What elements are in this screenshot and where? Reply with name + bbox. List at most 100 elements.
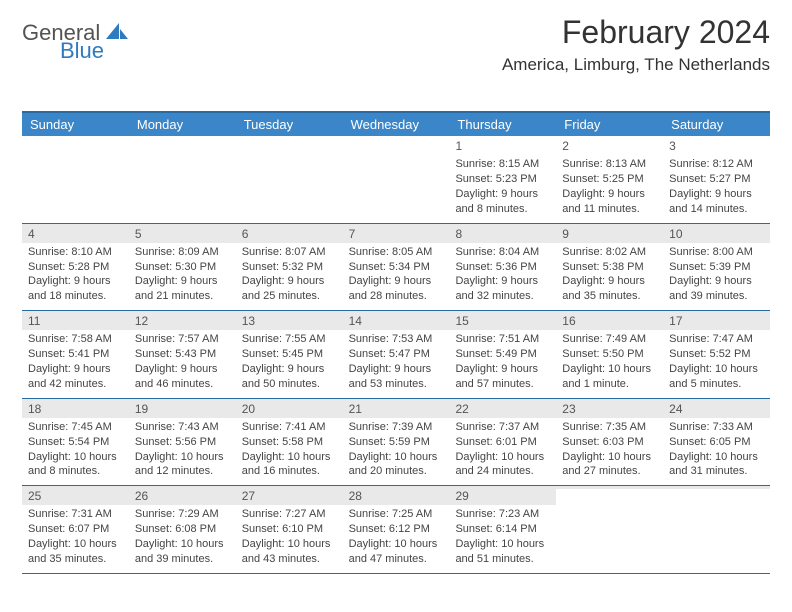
sunrise-text: Sunrise: 7:51 AM — [455, 332, 550, 347]
dayhead-fri: Friday — [556, 113, 663, 136]
daylight-text-1: Daylight: 9 hours — [455, 187, 550, 202]
daylight-text-2: and 1 minute. — [562, 377, 657, 392]
day-number: 16 — [556, 311, 663, 330]
day-cell: 5Sunrise: 8:09 AMSunset: 5:30 PMDaylight… — [129, 224, 236, 311]
sunrise-text: Sunrise: 8:04 AM — [455, 245, 550, 260]
daylight-text-1: Daylight: 10 hours — [669, 450, 764, 465]
day-number: 19 — [129, 399, 236, 418]
day-cell: 20Sunrise: 7:41 AMSunset: 5:58 PMDayligh… — [236, 399, 343, 486]
day-cell: 16Sunrise: 7:49 AMSunset: 5:50 PMDayligh… — [556, 311, 663, 398]
daylight-text-1: Daylight: 10 hours — [135, 450, 230, 465]
day-cell — [343, 136, 450, 223]
day-number: 6 — [236, 224, 343, 243]
daylight-text-1: Daylight: 9 hours — [669, 274, 764, 289]
day-number — [22, 136, 129, 139]
day-cell: 3Sunrise: 8:12 AMSunset: 5:27 PMDaylight… — [663, 136, 770, 223]
sunset-text: Sunset: 6:03 PM — [562, 435, 657, 450]
sunrise-text: Sunrise: 7:35 AM — [562, 420, 657, 435]
sunset-text: Sunset: 5:28 PM — [28, 260, 123, 275]
day-number: 21 — [343, 399, 450, 418]
daylight-text-1: Daylight: 9 hours — [28, 362, 123, 377]
day-cell: 11Sunrise: 7:58 AMSunset: 5:41 PMDayligh… — [22, 311, 129, 398]
daylight-text-1: Daylight: 10 hours — [135, 537, 230, 552]
sunrise-text: Sunrise: 8:10 AM — [28, 245, 123, 260]
daylight-text-1: Daylight: 10 hours — [242, 450, 337, 465]
month-title: February 2024 — [502, 14, 770, 51]
sunrise-text: Sunrise: 7:43 AM — [135, 420, 230, 435]
week-row: 25Sunrise: 7:31 AMSunset: 6:07 PMDayligh… — [22, 486, 770, 574]
day-number — [343, 136, 450, 139]
sunset-text: Sunset: 5:49 PM — [455, 347, 550, 362]
daylight-text-2: and 39 minutes. — [669, 289, 764, 304]
daylight-text-2: and 8 minutes. — [455, 202, 550, 217]
daylight-text-1: Daylight: 10 hours — [455, 450, 550, 465]
day-cell: 28Sunrise: 7:25 AMSunset: 6:12 PMDayligh… — [343, 486, 450, 573]
day-cell: 26Sunrise: 7:29 AMSunset: 6:08 PMDayligh… — [129, 486, 236, 573]
sunset-text: Sunset: 5:52 PM — [669, 347, 764, 362]
daylight-text-2: and 31 minutes. — [669, 464, 764, 479]
sunrise-text: Sunrise: 8:13 AM — [562, 157, 657, 172]
day-cell: 23Sunrise: 7:35 AMSunset: 6:03 PMDayligh… — [556, 399, 663, 486]
day-cell: 1Sunrise: 8:15 AMSunset: 5:23 PMDaylight… — [449, 136, 556, 223]
daylight-text-2: and 42 minutes. — [28, 377, 123, 392]
sunset-text: Sunset: 5:43 PM — [135, 347, 230, 362]
sunrise-text: Sunrise: 7:25 AM — [349, 507, 444, 522]
daylight-text-2: and 24 minutes. — [455, 464, 550, 479]
day-cell: 7Sunrise: 8:05 AMSunset: 5:34 PMDaylight… — [343, 224, 450, 311]
day-number: 22 — [449, 399, 556, 418]
sunrise-text: Sunrise: 8:05 AM — [349, 245, 444, 260]
day-cell: 19 Sunrise: 7:43 AMSunset: 5:56 PMDayligh… — [129, 399, 236, 486]
week-row: 4Sunrise: 8:10 AMSunset: 5:28 PMDaylight… — [22, 224, 770, 312]
sunrise-text: Sunrise: 7:45 AM — [28, 420, 123, 435]
daylight-text-2: and 51 minutes. — [455, 552, 550, 567]
day-number: 20 — [236, 399, 343, 418]
calendar: Sunday Monday Tuesday Wednesday Thursday… — [22, 111, 770, 574]
daylight-text-2: and 8 minutes. — [28, 464, 123, 479]
sunset-text: Sunset: 5:39 PM — [669, 260, 764, 275]
logo-sail-icon — [106, 21, 128, 46]
daylight-text-2: and 35 minutes. — [28, 552, 123, 567]
daylight-text-1: Daylight: 9 hours — [562, 187, 657, 202]
daylight-text-1: Daylight: 10 hours — [455, 537, 550, 552]
day-number: 5 — [129, 224, 236, 243]
daylight-text-2: and 43 minutes. — [242, 552, 337, 567]
sunset-text: Sunset: 5:58 PM — [242, 435, 337, 450]
sunset-text: Sunset: 6:01 PM — [455, 435, 550, 450]
daylight-text-1: Daylight: 9 hours — [242, 274, 337, 289]
daylight-text-2: and 14 minutes. — [669, 202, 764, 217]
day-cell: 29Sunrise: 7:23 AMSunset: 6:14 PMDayligh… — [449, 486, 556, 573]
day-number: 2 — [556, 136, 663, 155]
day-cell: 4Sunrise: 8:10 AMSunset: 5:28 PMDaylight… — [22, 224, 129, 311]
daylight-text-2: and 16 minutes. — [242, 464, 337, 479]
sunrise-text: Sunrise: 7:58 AM — [28, 332, 123, 347]
day-number — [236, 136, 343, 139]
day-number: 26 — [129, 486, 236, 505]
dayhead-sun: Sunday — [22, 113, 129, 136]
daylight-text-2: and 53 minutes. — [349, 377, 444, 392]
location: America, Limburg, The Netherlands — [502, 55, 770, 75]
sunrise-text: Sunrise: 7:27 AM — [242, 507, 337, 522]
dayhead-thu: Thursday — [449, 113, 556, 136]
sunrise-text: Sunrise: 8:15 AM — [455, 157, 550, 172]
daylight-text-2: and 50 minutes. — [242, 377, 337, 392]
daylight-text-1: Daylight: 10 hours — [349, 450, 444, 465]
day-number — [129, 136, 236, 139]
sunset-text: Sunset: 5:56 PM — [135, 435, 230, 450]
week-row: 11Sunrise: 7:58 AMSunset: 5:41 PMDayligh… — [22, 311, 770, 399]
day-number — [663, 486, 770, 489]
daylight-text-2: and 32 minutes. — [455, 289, 550, 304]
day-cell: 21Sunrise: 7:39 AMSunset: 5:59 PMDayligh… — [343, 399, 450, 486]
dayhead-mon: Monday — [129, 113, 236, 136]
sunset-text: Sunset: 6:12 PM — [349, 522, 444, 537]
day-cell: 22Sunrise: 7:37 AMSunset: 6:01 PMDayligh… — [449, 399, 556, 486]
week-row: 1Sunrise: 8:15 AMSunset: 5:23 PMDaylight… — [22, 136, 770, 224]
day-cell: 15Sunrise: 7:51 AMSunset: 5:49 PMDayligh… — [449, 311, 556, 398]
day-number: 25 — [22, 486, 129, 505]
day-cell: 8Sunrise: 8:04 AMSunset: 5:36 PMDaylight… — [449, 224, 556, 311]
day-number: 11 — [22, 311, 129, 330]
sunrise-text: Sunrise: 7:29 AM — [135, 507, 230, 522]
day-number: 14 — [343, 311, 450, 330]
sunrise-text: Sunrise: 7:33 AM — [669, 420, 764, 435]
day-number: 7 — [343, 224, 450, 243]
daylight-text-1: Daylight: 10 hours — [562, 450, 657, 465]
